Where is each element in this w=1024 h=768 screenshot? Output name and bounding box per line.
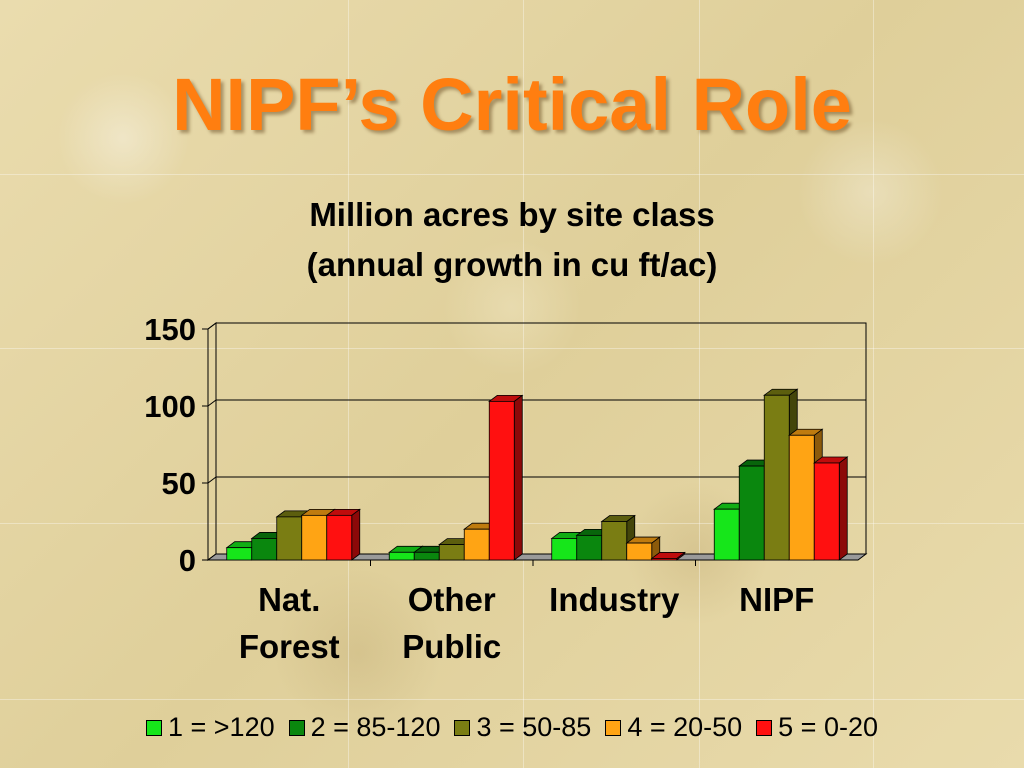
gridline-diagonal (207, 476, 217, 484)
bar-face (626, 542, 653, 561)
y-tick-label: 50 (162, 466, 196, 501)
slide-title: NIPF’s Critical Role (172, 63, 852, 146)
bar (488, 394, 524, 561)
legend-item: 4 = 20-50 (605, 712, 742, 743)
x-category-label: Nat. (258, 581, 320, 618)
bar-face (488, 400, 515, 561)
legend-label: 1 = >120 (168, 712, 275, 742)
legend-label: 2 = 85-120 (310, 712, 441, 742)
bar-face (351, 508, 361, 561)
legend-label: 5 = 0-20 (778, 712, 878, 742)
bar-face (601, 521, 628, 561)
bar-face (438, 544, 465, 561)
bar-face (838, 456, 848, 561)
bar-face (226, 547, 253, 561)
bar-face (463, 528, 490, 561)
legend-item: 3 = 50-85 (454, 712, 591, 743)
legend-item: 2 = 85-120 (288, 712, 441, 743)
bar-face (738, 465, 765, 561)
bar-face (388, 551, 415, 561)
bar-face (301, 514, 328, 561)
legend-swatch (146, 719, 162, 736)
legend-swatch (605, 719, 622, 736)
chart-legend: 1 = >120 2 = 85-120 3 = 50-85 4 = 20-50 5 = … (0, 712, 1024, 743)
y-tick-label: 150 (144, 312, 196, 347)
x-category-label: Industry (549, 581, 680, 618)
bar-face (251, 538, 278, 561)
legend-swatch (756, 719, 773, 736)
gridline-diagonal (207, 399, 217, 407)
x-category-label: Public (402, 628, 501, 665)
x-category-label: Other (408, 581, 496, 618)
bar-face (326, 514, 353, 561)
bar (325, 508, 361, 561)
x-category-label: Forest (239, 628, 340, 665)
bar-face (813, 462, 840, 561)
plot-area-side-wall (207, 322, 217, 561)
legend-swatch (454, 719, 471, 736)
bar (813, 456, 849, 561)
chart-title: Million acres by site class (309, 196, 715, 233)
y-tick-label: 100 (144, 389, 196, 424)
chart-subtitle: (annual growth in cu ft/ac) (306, 246, 718, 283)
legend-item: 1 = >120 (146, 712, 275, 743)
bar-face (513, 394, 523, 561)
y-tick-label: 0 (179, 543, 196, 578)
bar-face (551, 538, 578, 561)
bar-face (276, 516, 303, 561)
bar (650, 551, 686, 561)
legend-item: 5 = 0-20 (756, 712, 878, 743)
legend-label: 4 = 20-50 (627, 712, 743, 742)
bar-face (763, 394, 790, 561)
x-category-label: NIPF (739, 581, 814, 618)
gridline-diagonal (207, 322, 217, 330)
bar-chart: 0 50 100 150 Nat. Forest Other Public Industry NI… (144, 312, 868, 665)
bar-face (788, 434, 815, 561)
bar-face (576, 534, 603, 561)
bar-face (713, 508, 740, 561)
legend-swatch (288, 719, 305, 736)
bar (625, 536, 661, 561)
bar-face (651, 558, 678, 561)
bar-face (413, 551, 440, 561)
legend-label: 3 = 50-85 (476, 712, 592, 742)
